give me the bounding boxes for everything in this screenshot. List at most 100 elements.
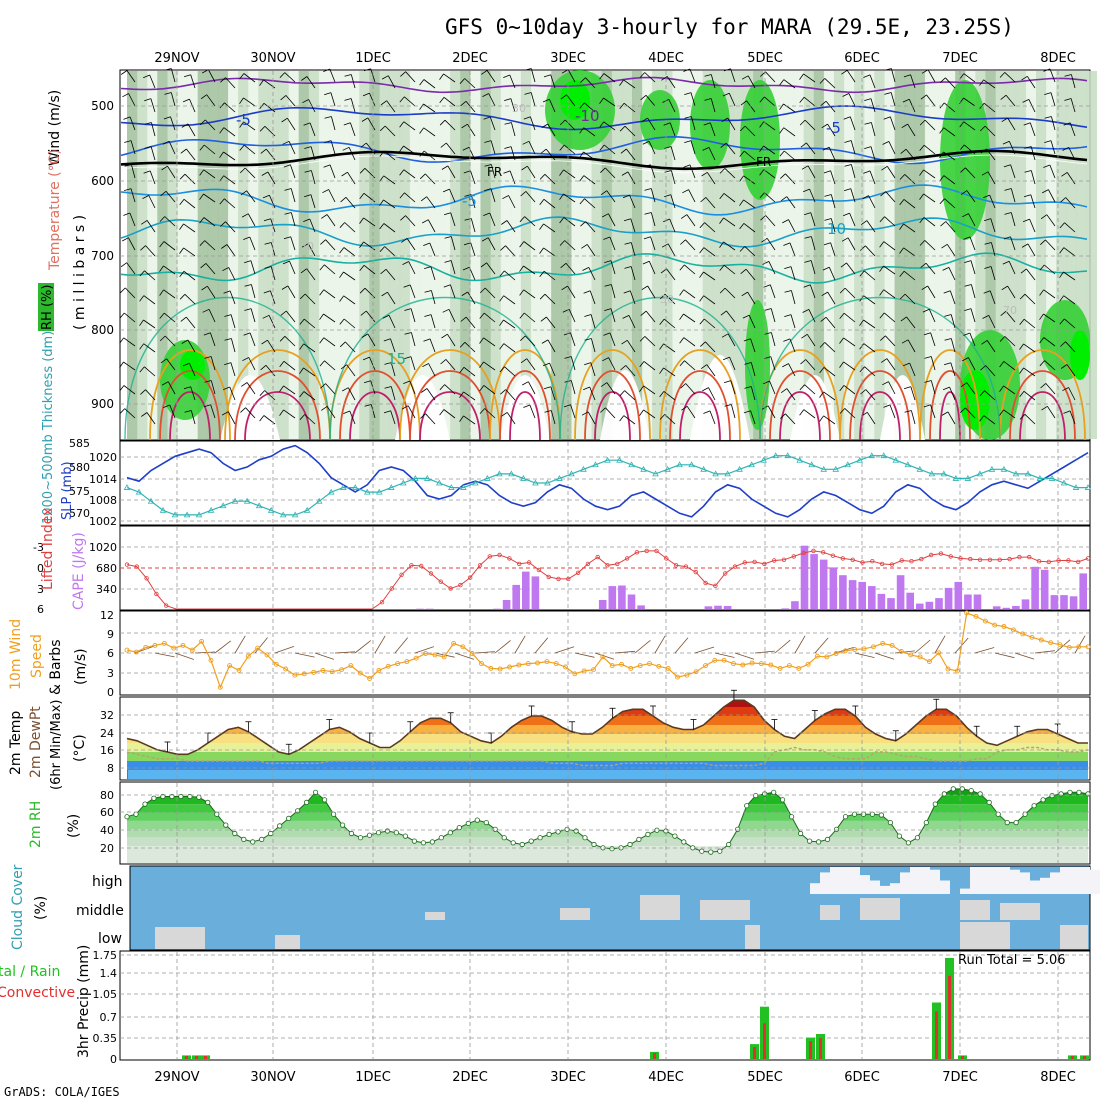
wind-barb-shaft [730,380,736,395]
wind-barb-shaft [1043,313,1056,323]
lifted-index-point [595,554,600,560]
wind-barb-flag [1064,98,1072,101]
thickness-point [760,456,767,463]
wind-barb-shaft [783,79,796,89]
wind-barb-flag [524,92,532,95]
thickness-point [303,506,311,513]
day-label-bottom: 30NOV [250,1070,295,1085]
rh-point [537,835,543,841]
thickness-point [472,479,479,486]
thickness-point [772,452,779,459]
wind10-speed-point [917,654,923,660]
cape-bar [954,581,963,609]
thickness-point [880,452,888,459]
wind-barb-flag [999,336,1006,342]
wind-barb-flag [199,217,205,224]
wind-barb-flag [299,367,304,374]
wind-barb-flag [739,199,744,206]
wind-barb-flag [580,77,586,83]
wind-barb-shaft [163,312,176,323]
wind-barb-shaft [767,405,776,419]
rh-shade-column [935,71,946,439]
wind-barb-shaft [326,406,336,419]
wind-barb-shaft [231,338,236,353]
wind-barb-flag [300,268,307,274]
wind-barb-flag [603,236,611,240]
wind-barb-flag [483,212,490,216]
wind-barb-flag [462,266,470,271]
wind-barb-flag [123,212,131,216]
upper-contour-label-d: -5 [462,192,477,210]
rh-point [241,836,247,843]
thickness-point [363,488,371,495]
wind-barb-shaft [470,194,476,209]
contour-15 [124,297,331,441]
wind-barb-flag [619,390,625,397]
wind-barb-flag [980,148,987,154]
wind10-speed-point [544,659,550,665]
wind-barb-shaft [650,188,656,203]
wind-barb-shaft [1043,337,1056,347]
wind-barb-shaft [323,313,336,323]
wind-barb-shaft [285,95,296,107]
wind-barb-flag [984,266,992,269]
upper-ylabel-temp: Temperature (°C) [47,149,63,271]
wind-barb-shaft [804,384,816,395]
rh-point [420,840,426,846]
wind-barb-shaft [870,98,876,113]
wind-barb-flag [764,332,772,335]
wind-barb-shaft [511,122,516,137]
wind-barb-flag [960,167,966,173]
wind-barb-shaft [311,170,316,185]
wind-barb-shaft [1010,236,1016,251]
wind-barb-flag [900,148,907,154]
wind-barb-flag [859,319,864,326]
wind-barb-flag [323,68,330,72]
wind-barb-flag [419,127,425,134]
wind-barb-shaft [884,216,896,227]
lifted-index-point [1046,559,1051,565]
rh-shade-column [743,71,754,439]
wind-barb-flag [219,151,224,158]
wind-barb-flag [164,92,172,95]
wind-barb-flag [180,148,187,154]
wind-barb-shaft [365,142,376,155]
wind-barb-flag [759,145,764,152]
wind-barb-shaft [766,238,776,251]
slp-grid [120,442,1090,524]
wind-barb-flag [861,411,868,417]
rh-shade-column [359,71,370,439]
y-tick-label: 0 [110,1053,117,1066]
wind-barb-shaft [603,73,616,83]
rh-point [277,823,283,829]
wind-barb-shaft [426,388,436,401]
wind-barb-shaft [946,244,956,257]
wind-barb-flag [883,116,891,120]
wind-barb-shaft [950,314,956,329]
wind-barb-shaft [248,357,256,371]
wind-barb-shaft [170,116,176,131]
wind-barb-flag [842,93,850,97]
wind-barb-shaft [283,360,296,371]
wind-barb-shaft [249,332,256,347]
wind-barb-shaft [944,198,956,209]
wind10-barb [474,651,495,654]
wind-barb-flag [964,260,972,263]
wind-barb-flag [882,381,889,386]
y-tick-label: 1020 [89,451,117,464]
wind-barb-flag [863,170,871,174]
wind-barb-flag [704,98,712,101]
wind-barb-shaft [810,212,816,227]
upper-contour-label-g: 30 [300,240,314,253]
wind-barb-shaft [924,240,936,251]
wind-barb-flag [839,337,844,344]
contour-warm-arch [349,391,401,441]
rh-shade-column [248,71,259,439]
rh-shade-column [1056,71,1067,439]
wind-barb-flag [399,169,405,176]
wind-barb-flag [124,188,132,191]
wind-barb-flag [843,116,851,120]
wind-barb-flag [344,98,352,101]
